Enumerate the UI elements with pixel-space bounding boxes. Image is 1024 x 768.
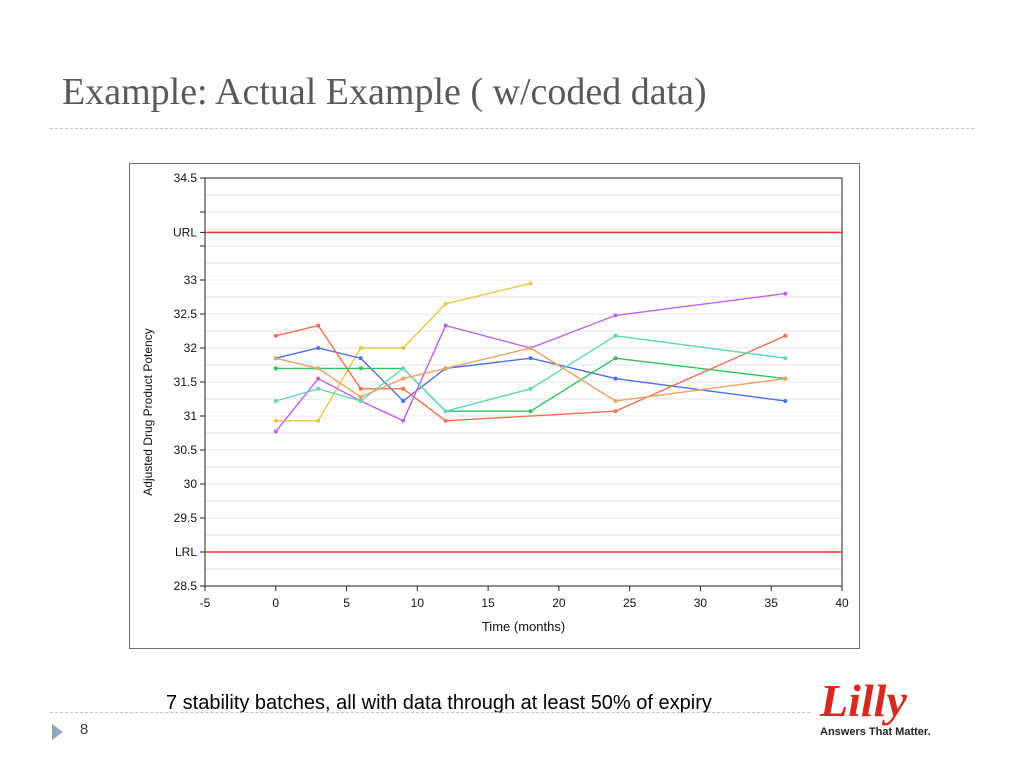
y-tick-label: 30 (184, 477, 198, 491)
data-point (443, 366, 448, 371)
data-point (528, 409, 533, 414)
title-divider (50, 128, 974, 129)
data-point (273, 429, 278, 434)
data-point (358, 386, 363, 391)
x-tick-label: 0 (272, 596, 279, 610)
y-tick-label: 34.5 (174, 171, 198, 185)
y-tick-label: 28.5 (174, 579, 198, 593)
series-line (275, 347, 786, 402)
data-point (783, 356, 788, 361)
y-tick-label: 33 (184, 273, 198, 287)
y-axis-title: Adjusted Drug Product Potency (141, 328, 155, 495)
slide-title: Example: Actual Example ( w/coded data) (62, 71, 707, 113)
x-tick-label: -5 (200, 596, 211, 610)
data-point (273, 333, 278, 338)
data-point (358, 346, 363, 350)
data-point (316, 418, 321, 423)
data-point (401, 386, 406, 391)
data-point (358, 366, 363, 371)
reference-line-label: URL (173, 225, 197, 239)
logo-tagline: Answers That Matter. (820, 726, 931, 738)
data-point (358, 394, 363, 399)
x-tick-label: 5 (343, 596, 350, 610)
slide-caption: 7 stability batches, all with data throu… (166, 692, 712, 714)
x-tick-label: 20 (552, 596, 566, 610)
series-line (275, 347, 786, 402)
x-tick-label: 40 (835, 596, 849, 610)
data-point (443, 409, 448, 414)
x-tick-label: 25 (623, 596, 637, 610)
y-tick-label: 29.5 (174, 511, 198, 525)
x-tick-label: 15 (481, 596, 495, 610)
y-tick-label: 31.5 (174, 375, 198, 389)
data-point (443, 323, 448, 328)
data-point (613, 399, 618, 404)
data-point (783, 333, 788, 338)
footer-divider (50, 712, 810, 713)
data-point (316, 376, 321, 381)
y-tick-label: 30.5 (174, 443, 198, 457)
series-line (275, 357, 786, 412)
series-line (275, 335, 786, 412)
chart-frame: URL LRL 28.5 29.5 30 30.5 31 31.5 32 32.5 33 34.5 -5… (129, 163, 860, 649)
lilly-logo-mark: Lilly (819, 676, 907, 726)
data-point (401, 376, 406, 381)
page-number: 8 (80, 721, 89, 738)
data-point (401, 418, 406, 423)
data-point (613, 376, 618, 381)
data-point (613, 356, 618, 361)
data-point (401, 366, 406, 371)
data-point (613, 409, 618, 414)
data-point (316, 386, 321, 391)
data-point (316, 366, 321, 371)
page-arrow-icon (52, 724, 63, 740)
x-tick-label: 10 (411, 596, 425, 610)
y-tick-label: 32 (184, 341, 198, 355)
data-point (783, 291, 788, 296)
x-axis-title: Time (months) (482, 619, 565, 634)
lilly-logo: Lilly Answers That Matter. (818, 676, 982, 740)
data-point (316, 323, 321, 328)
data-point (273, 366, 278, 371)
series-line (275, 324, 786, 422)
data-point (273, 356, 278, 361)
data-point (358, 356, 363, 361)
data-point (273, 399, 278, 404)
x-tick-label: 35 (765, 596, 779, 610)
y-tick-label: 31 (184, 409, 198, 423)
data-point (528, 356, 533, 361)
data-point (613, 333, 618, 338)
data-point (358, 399, 363, 404)
data-point (401, 346, 406, 350)
data-point (528, 281, 533, 286)
svg-text:Lilly: Lilly (819, 676, 907, 726)
data-point (613, 313, 618, 318)
y-tick-label: 32.5 (174, 307, 198, 321)
data-point (443, 301, 448, 306)
data-point (783, 399, 788, 404)
data-point (401, 399, 406, 404)
line-chart: URL LRL 28.5 29.5 30 30.5 31 31.5 32 32.5 33 34.5 -5… (141, 171, 849, 634)
series-line (275, 282, 531, 422)
data-point (528, 346, 533, 350)
x-tick-label: 30 (694, 596, 708, 610)
reference-line-label: LRL (175, 545, 197, 559)
data-point (783, 376, 788, 381)
data-point (316, 346, 321, 350)
data-point (273, 418, 278, 423)
data-point (528, 386, 533, 391)
data-point (443, 418, 448, 423)
